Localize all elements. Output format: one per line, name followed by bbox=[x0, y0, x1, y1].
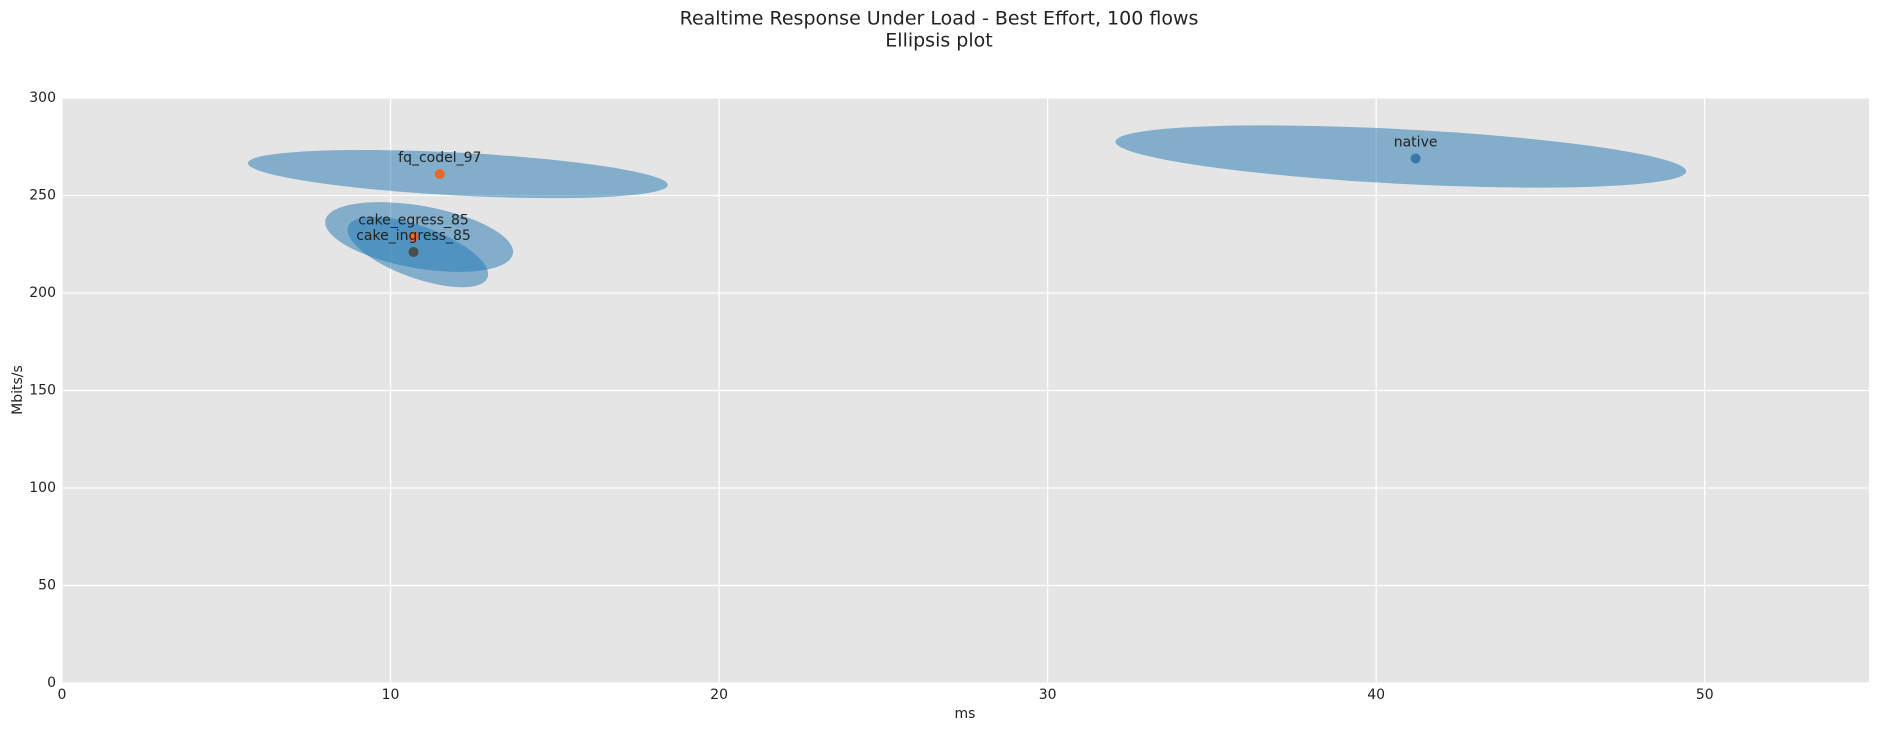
point bbox=[1410, 153, 1421, 164]
ellipse bbox=[1115, 125, 1687, 188]
chart-title: Realtime Response Under Load - Best Effo… bbox=[680, 8, 1199, 30]
x-tick-label: 30 bbox=[1039, 687, 1057, 703]
point bbox=[408, 231, 419, 242]
ellipse bbox=[247, 149, 668, 199]
point bbox=[408, 247, 419, 258]
x-tick-label: 40 bbox=[1367, 687, 1385, 703]
y-tick-label: 300 bbox=[29, 90, 56, 106]
chart-subtitle: Ellipsis plot bbox=[885, 30, 992, 52]
point-label: native bbox=[1394, 134, 1438, 150]
x-tick-label: 10 bbox=[382, 687, 400, 703]
y-tick-label: 50 bbox=[38, 578, 56, 594]
point bbox=[434, 169, 445, 180]
y-tick-label: 150 bbox=[29, 383, 56, 399]
point-label: cake_egress_85 bbox=[358, 212, 468, 228]
y-tick-label: 200 bbox=[29, 285, 56, 301]
y-tick-label: 100 bbox=[29, 480, 56, 496]
x-tick-label: 50 bbox=[1696, 687, 1714, 703]
x-tick-label: 20 bbox=[710, 687, 728, 703]
x-tick-label: 0 bbox=[58, 687, 67, 703]
point-label: cake_ingress_85 bbox=[356, 228, 471, 244]
x-axis-label: ms bbox=[955, 706, 976, 722]
y-tick-label: 0 bbox=[47, 675, 56, 691]
y-axis-label: Mbits/s bbox=[10, 365, 26, 415]
y-tick-label: 250 bbox=[29, 188, 56, 204]
point-label: fq_codel_97 bbox=[398, 150, 481, 166]
